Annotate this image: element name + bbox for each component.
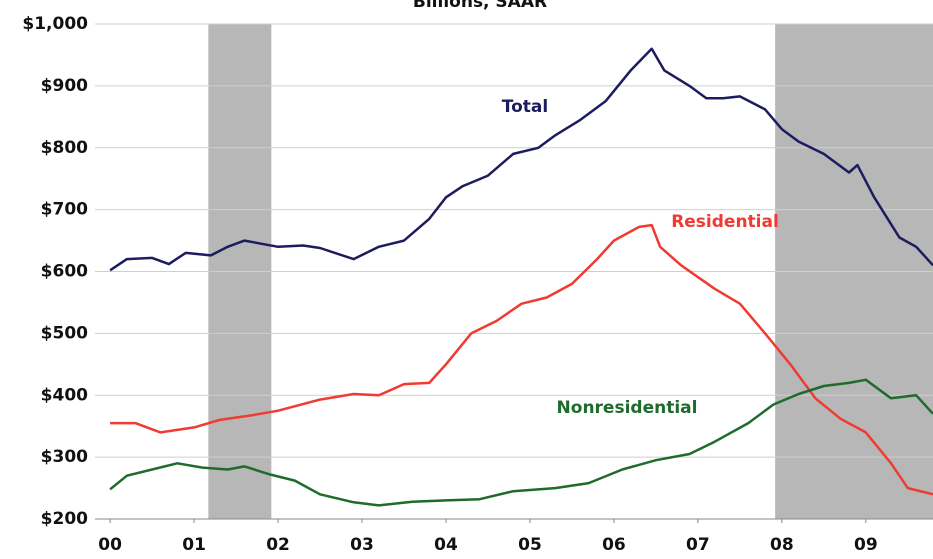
y-tick-label: $300: [41, 447, 88, 467]
series-line: [110, 223, 933, 496]
series-line: [109, 47, 933, 272]
x-tick-label: 05: [518, 535, 542, 555]
chart-subtitle: Billions, SAAR: [413, 0, 547, 12]
x-tick-label: 03: [350, 535, 374, 555]
x-tick-label: 02: [266, 535, 290, 555]
y-tick-label: $600: [41, 262, 88, 282]
x-tick-label: 09: [854, 535, 878, 555]
y-tick-label: $1,000: [22, 14, 88, 34]
y-tick-label: $700: [41, 200, 88, 220]
y-tick-label: $800: [41, 138, 88, 158]
y-tick-label: $900: [41, 76, 88, 96]
series-label: Total: [502, 97, 548, 117]
series-line: [109, 378, 933, 507]
series-label: Nonresidential: [557, 398, 698, 418]
y-tick-label: $200: [41, 509, 88, 529]
x-tick-label: 06: [602, 535, 626, 555]
series-label: Residential: [671, 212, 779, 232]
x-tick-label: 07: [686, 535, 710, 555]
x-tick-label: 00: [98, 535, 122, 555]
y-tick-label: $500: [41, 323, 88, 343]
x-tick-label: 01: [182, 535, 206, 555]
x-tick-label: 08: [770, 535, 794, 555]
x-tick-label: 04: [434, 535, 458, 555]
y-tick-label: $400: [41, 385, 88, 405]
